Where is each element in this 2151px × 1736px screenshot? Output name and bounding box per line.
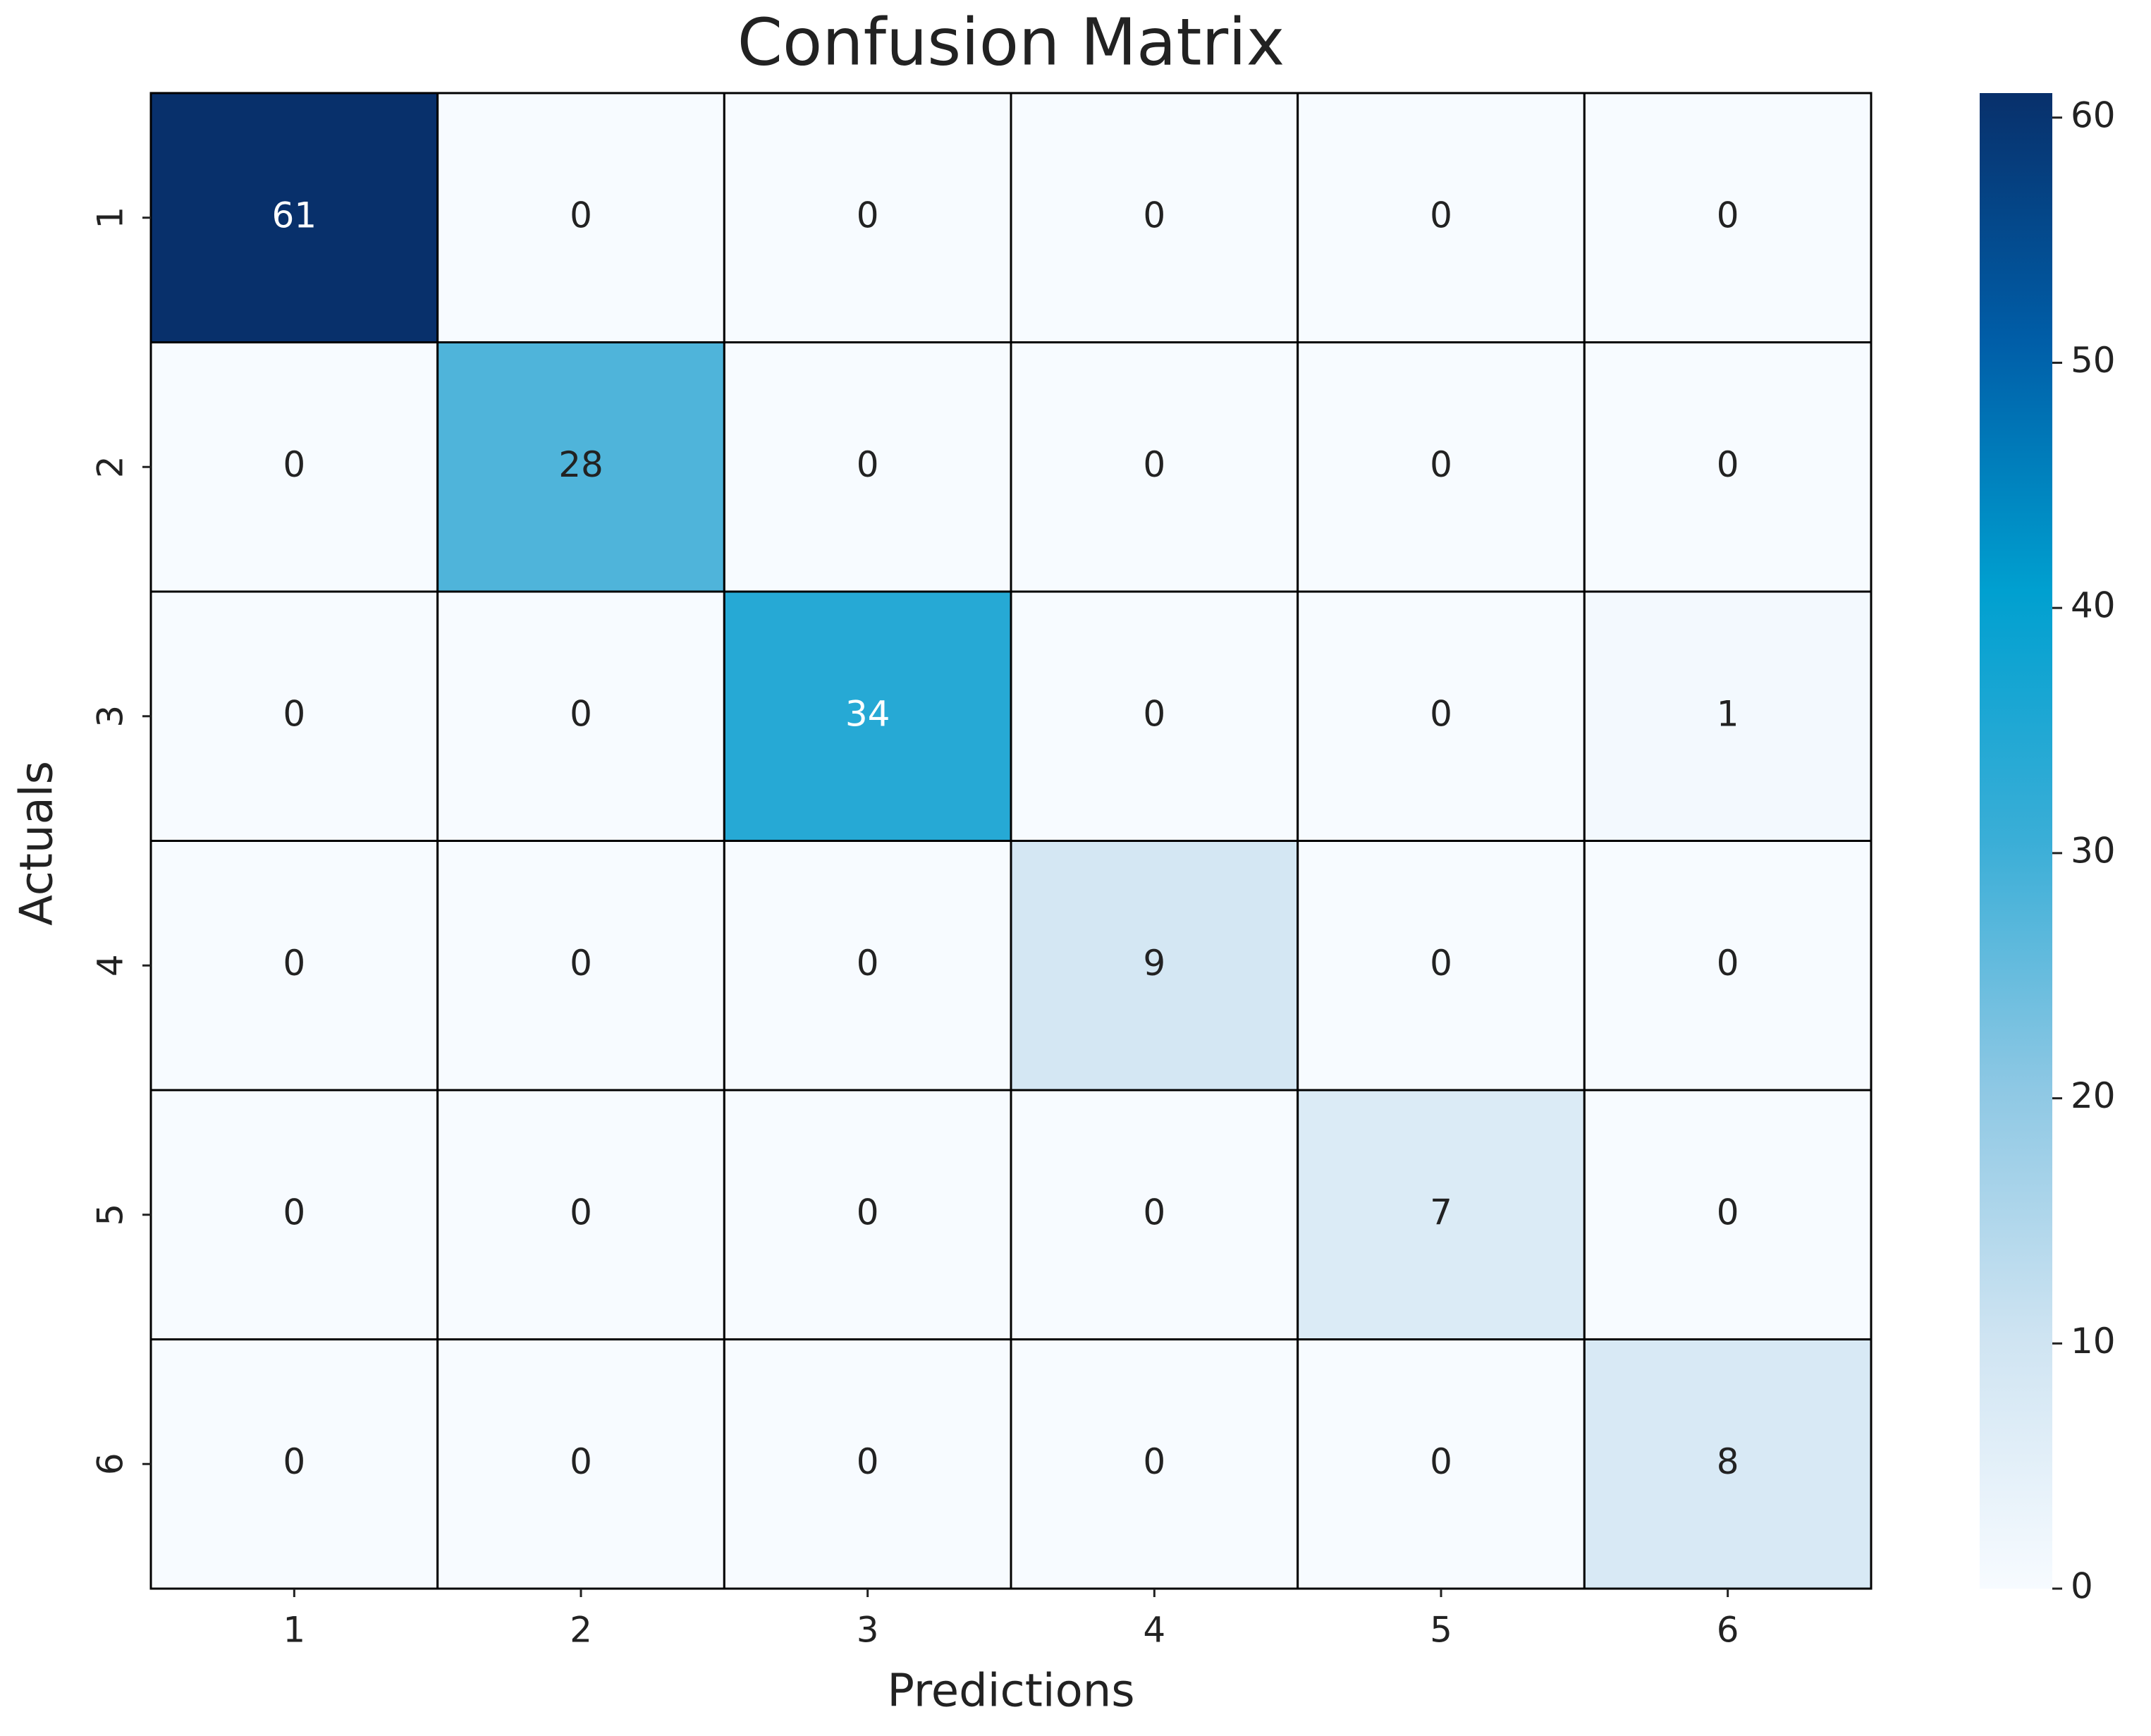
y-tick-label: 1 — [90, 207, 131, 229]
cell-label: 0 — [570, 195, 592, 236]
heatmap-cell — [436, 590, 725, 842]
heatmap-cell — [1010, 590, 1299, 842]
x-axis-label: Predictions — [887, 1665, 1134, 1718]
cell-label: 0 — [570, 1441, 592, 1482]
cell-label: 0 — [570, 1192, 592, 1233]
cell-label: 0 — [1143, 195, 1165, 236]
colorbar-tick-label: 40 — [2071, 585, 2116, 626]
x-tick-label: 3 — [857, 1610, 879, 1651]
cell-label: 0 — [1430, 943, 1452, 984]
cell-label: 0 — [1143, 1192, 1165, 1233]
heatmap-cell — [1010, 341, 1299, 593]
cell-label: 0 — [857, 943, 879, 984]
cell-label: 0 — [1430, 693, 1452, 734]
y-tick-label: 5 — [90, 1204, 131, 1226]
cell-label: 0 — [857, 1441, 879, 1482]
cell-label: 34 — [845, 693, 890, 734]
cell-label: 1 — [1717, 693, 1739, 734]
y-tick-label: 4 — [90, 954, 131, 977]
colorbar-tick-label: 30 — [2071, 830, 2116, 871]
cell-label: 0 — [1143, 693, 1165, 734]
heatmap-cell — [1297, 590, 1586, 842]
y-axis-label: Actuals — [11, 761, 63, 926]
cell-label: 0 — [283, 943, 305, 984]
colorbar-tick-label: 0 — [2071, 1566, 2093, 1607]
colorbar — [1980, 93, 2052, 1589]
heatmap-cell — [723, 840, 1012, 1092]
heatmap-cell — [1583, 590, 1873, 842]
cell-label: 0 — [283, 444, 305, 485]
cell-label: 0 — [570, 943, 592, 984]
x-tick-label: 1 — [283, 1610, 305, 1651]
cell-label: 0 — [1717, 195, 1739, 236]
cell-label: 7 — [1430, 1192, 1452, 1233]
cell-label: 61 — [272, 195, 317, 236]
cell-label: 28 — [558, 444, 603, 485]
y-tick-label: 2 — [90, 456, 131, 478]
heatmap-cell — [1583, 341, 1873, 593]
plot-border — [149, 92, 1873, 1590]
cell-label: 0 — [1430, 1441, 1452, 1482]
colorbar-tick-label: 60 — [2071, 94, 2116, 135]
heatmap-cell — [149, 1338, 439, 1590]
cell-label: 0 — [857, 195, 879, 236]
heatmap-cell — [1010, 92, 1299, 343]
colorbar-tick-label: 50 — [2071, 340, 2116, 381]
cell-label: 0 — [1717, 444, 1739, 485]
heatmap-cell — [1010, 1089, 1299, 1340]
cell-label: 0 — [1430, 195, 1452, 236]
cell-label: 0 — [1143, 444, 1165, 485]
heatmap-cell — [723, 590, 1012, 842]
x-tick-label: 5 — [1430, 1610, 1452, 1651]
heatmap-cell — [1583, 92, 1873, 343]
cell-label: 0 — [1717, 943, 1739, 984]
cell-label: 0 — [283, 693, 305, 734]
heatmap-cell — [1010, 840, 1299, 1092]
heatmap-cell — [149, 590, 439, 842]
cell-label: 0 — [1143, 1441, 1165, 1482]
heatmap-cell — [1583, 1338, 1873, 1590]
heatmap-cell — [1297, 840, 1586, 1092]
colorbar-tick-label: 10 — [2071, 1321, 2116, 1362]
heatmap-cell — [723, 1089, 1012, 1340]
cell-label: 0 — [857, 444, 879, 485]
heatmap-cell — [149, 92, 439, 343]
cell-label: 0 — [1430, 444, 1452, 485]
cell-label: 0 — [1717, 1192, 1739, 1233]
cell-label: 0 — [570, 693, 592, 734]
heatmap-cell — [1297, 1338, 1586, 1590]
x-tick-label: 6 — [1717, 1610, 1739, 1651]
cell-label: 8 — [1717, 1441, 1739, 1482]
cell-label: 0 — [857, 1192, 879, 1233]
heatmap-cell — [436, 341, 725, 593]
heatmap-cell — [436, 840, 725, 1092]
chart-title: Confusion Matrix — [737, 4, 1285, 80]
heatmap-cell — [436, 92, 725, 343]
y-tick-label: 3 — [90, 705, 131, 728]
x-tick-label: 2 — [570, 1610, 592, 1651]
x-tick-label: 4 — [1143, 1610, 1165, 1651]
y-tick-label: 6 — [90, 1453, 131, 1475]
cell-label: 0 — [283, 1192, 305, 1233]
colorbar-tick-label: 20 — [2071, 1075, 2116, 1116]
heatmap-cell — [1297, 92, 1586, 343]
cell-label: 9 — [1143, 943, 1165, 984]
heatmap-cell — [149, 1089, 439, 1340]
heatmap-cell — [149, 840, 439, 1092]
cell-label: 0 — [283, 1441, 305, 1482]
heatmap-cell — [1297, 1089, 1586, 1340]
